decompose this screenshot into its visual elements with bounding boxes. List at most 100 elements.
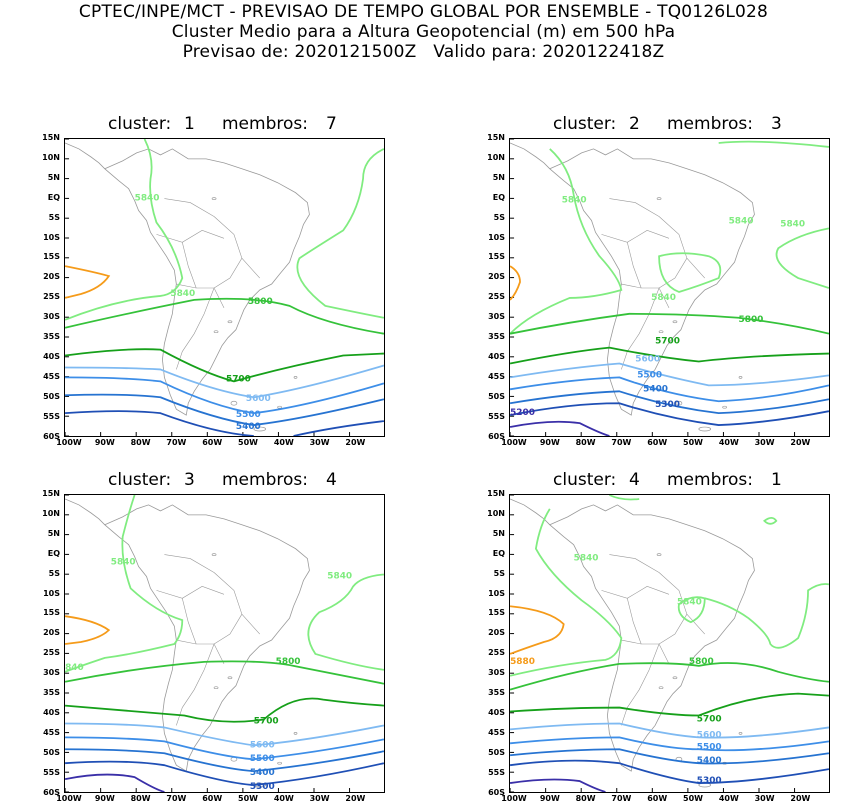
country-border: [241, 257, 260, 279]
lat-tick-label: 50S: [488, 391, 505, 401]
country-border: [626, 598, 642, 645]
cluster-number: 2: [629, 114, 640, 134]
island-outline: [293, 376, 298, 379]
country-border: [241, 613, 260, 635]
country-border: [176, 283, 225, 308]
contour-label: 5400: [697, 756, 722, 766]
contour-map: 5840 5840 5880 5800 5700 5600 5500 5400 5300: [510, 495, 829, 792]
island-outline: [658, 330, 664, 334]
lon-tick-label: 50W: [238, 794, 258, 803]
country-border: [176, 639, 225, 664]
contour-5700: [510, 346, 829, 365]
country-border: [621, 639, 670, 664]
contour-label: 5880: [510, 657, 535, 667]
header-line-2: Cluster Medio para a Altura Geopotencial…: [171, 22, 676, 42]
contour-label: 5800: [739, 315, 764, 325]
contour-label: 5700: [254, 716, 279, 726]
lon-tick-label: 30W: [754, 438, 775, 447]
lat-tick-label: 5S: [48, 568, 60, 578]
lon-tick-label: 40W: [273, 438, 294, 447]
panel-title: cluster: 1 membros: 7: [0, 113, 400, 135]
lat-tick-label: 45S: [488, 727, 505, 737]
country-border: [213, 216, 243, 289]
country-border: [164, 554, 215, 573]
lon-tick-label: 100W: [501, 794, 527, 803]
cluster-number: 4: [629, 470, 640, 490]
lon-tick-label: 50W: [683, 438, 703, 447]
contour-5500: [65, 376, 384, 415]
contour-label: 5700: [655, 337, 680, 347]
lat-tick-label: 5N: [492, 528, 505, 538]
contour-5500: [510, 376, 829, 403]
lon-tick-label: 60W: [202, 438, 223, 447]
members-count: 7: [326, 114, 337, 134]
contour-label: 5840: [327, 571, 352, 581]
central-america-coastline: [510, 142, 551, 170]
lat-tick-label: 10N: [42, 152, 60, 162]
contour-label: 5300: [250, 782, 275, 792]
contour-5400: [65, 748, 384, 773]
contour-5840: [762, 516, 778, 525]
lon-tick-label: 40W: [273, 794, 294, 803]
lat-tick-label: 15N: [42, 133, 60, 142]
contour-5400: [65, 393, 384, 426]
contour-label: 5500: [236, 410, 261, 420]
island-outline: [698, 426, 712, 432]
island-outline: [253, 426, 267, 432]
country-border: [156, 586, 225, 599]
panel-title: cluster: 3 membros: 4: [0, 469, 400, 491]
panel-title: cluster: 4 membros: 1: [445, 469, 845, 491]
map-panel-1: cluster: 1 membros: 7 15N 10N 5N EQ 5S 10S 15S 20S 2…: [0, 0, 400, 447]
lat-tick-label: 40S: [488, 351, 505, 361]
lat-tick-label: EQ: [47, 192, 60, 202]
contour-label: 5840: [651, 293, 676, 303]
contour-5800: [510, 312, 829, 335]
central-america-coastline: [65, 142, 106, 170]
lat-tick-label: 60S: [488, 787, 505, 797]
central-america-coastline: [65, 498, 106, 526]
lat-tick-label: 10N: [42, 508, 60, 518]
south-america-coastline: [104, 504, 310, 772]
contour-5300: [293, 420, 384, 436]
contour-5400: [510, 748, 829, 765]
lat-tick-label: 60S: [43, 431, 60, 441]
lat-tick-label: 15N: [487, 489, 505, 498]
country-border: [176, 287, 215, 370]
header-line-3: Previsao de: 2020121500Z Valido para: 20…: [182, 42, 665, 62]
contour-label: 5840: [574, 554, 599, 564]
lon-tick-label: 20W: [790, 794, 811, 803]
contour-5840: [510, 508, 623, 677]
lat-tick-label: 20S: [488, 628, 505, 638]
members-count: 4: [326, 470, 337, 490]
country-border: [621, 287, 660, 370]
contour-5700: [65, 697, 384, 723]
lat-tick-label: 5S: [493, 212, 505, 222]
island-outline: [213, 330, 219, 334]
contour-map: 5840 5840 5840 5840 5800 5700 5600 5500 5400 5300…: [510, 139, 829, 436]
lat-tick-label: 15S: [43, 608, 60, 618]
contour-5500: [510, 736, 829, 752]
island-outline: [738, 376, 743, 379]
island-outline: [656, 553, 662, 556]
lat-tick-label: 55S: [488, 767, 505, 777]
lat-tick-label: 30S: [488, 668, 505, 678]
lat-tick-label: 45S: [43, 727, 60, 737]
contour-label: 5840: [562, 196, 587, 206]
lat-tick-label: 5N: [47, 528, 60, 538]
lon-tick-label: 100W: [56, 794, 82, 803]
lon-tick-label: 90W: [539, 438, 560, 447]
lon-tick-label: 60W: [647, 438, 668, 447]
island-outline: [227, 676, 233, 680]
contour-5840: [65, 139, 184, 321]
lat-tick-label: 15S: [43, 252, 60, 262]
lat-tick-label: 35S: [488, 332, 505, 341]
contour-5840: [65, 495, 184, 673]
cluster-label: cluster:: [553, 470, 617, 490]
contour-5840: [704, 583, 829, 649]
island-outline: [211, 197, 217, 200]
country-border: [609, 554, 660, 573]
lat-tick-label: EQ: [47, 548, 60, 558]
map-panel-4: cluster: 4 membros: 1 15N 10N 5N EQ 5S 10S 15S 20S 2…: [445, 356, 845, 803]
contour-label: 5700: [226, 374, 251, 384]
lat-tick-label: 15S: [488, 608, 505, 618]
